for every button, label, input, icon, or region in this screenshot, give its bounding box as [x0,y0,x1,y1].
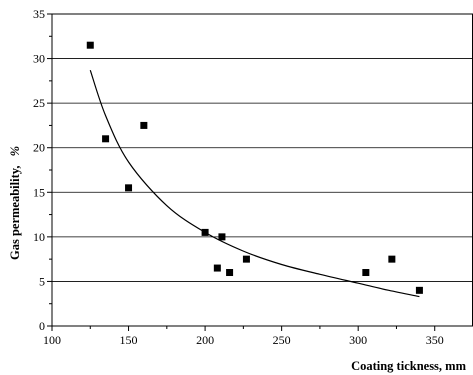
y-axis-title: Gas permeability, % [8,146,22,260]
plot-frame [51,13,473,327]
y-tick-label: 5 [39,274,45,288]
x-tick-label: 150 [120,333,138,347]
axis-ticks [47,13,436,331]
y-axis-title-unit: % [8,146,22,156]
data-point [362,269,370,277]
x-tick-label: 300 [349,333,367,347]
data-point [226,269,234,277]
data-point [388,255,396,263]
y-tick-label: 20 [33,141,45,155]
y-tick-label: 25 [33,96,45,110]
y-tick-label: 10 [33,230,45,244]
y-axis-title-main: Gas permeability, [8,166,22,260]
fit-curve [89,69,420,298]
data-point [213,264,221,272]
data-point [218,233,226,241]
data-point [86,41,94,49]
y-tick-label: 0 [39,319,45,333]
y-tick-label: 30 [33,52,45,66]
data-point [242,255,250,263]
y-tick-label: 35 [33,7,45,21]
x-tick-label: 350 [426,333,444,347]
tick-labels: 0 5 10 15 20 25 30 35 100 150 200 250 300 350 [33,7,444,347]
x-tick-label: 250 [273,333,291,347]
y-tick-label: 15 [33,185,45,199]
grid-lines [52,58,473,282]
data-point [415,286,423,294]
x-tick-label: 200 [196,333,214,347]
data-point [201,228,209,236]
x-tick-label: 100 [43,333,61,347]
data-points [86,41,423,294]
data-point [125,184,133,192]
data-point [140,121,148,129]
data-point [102,135,110,143]
x-axis-title: Coating tickness, mm [351,359,467,373]
